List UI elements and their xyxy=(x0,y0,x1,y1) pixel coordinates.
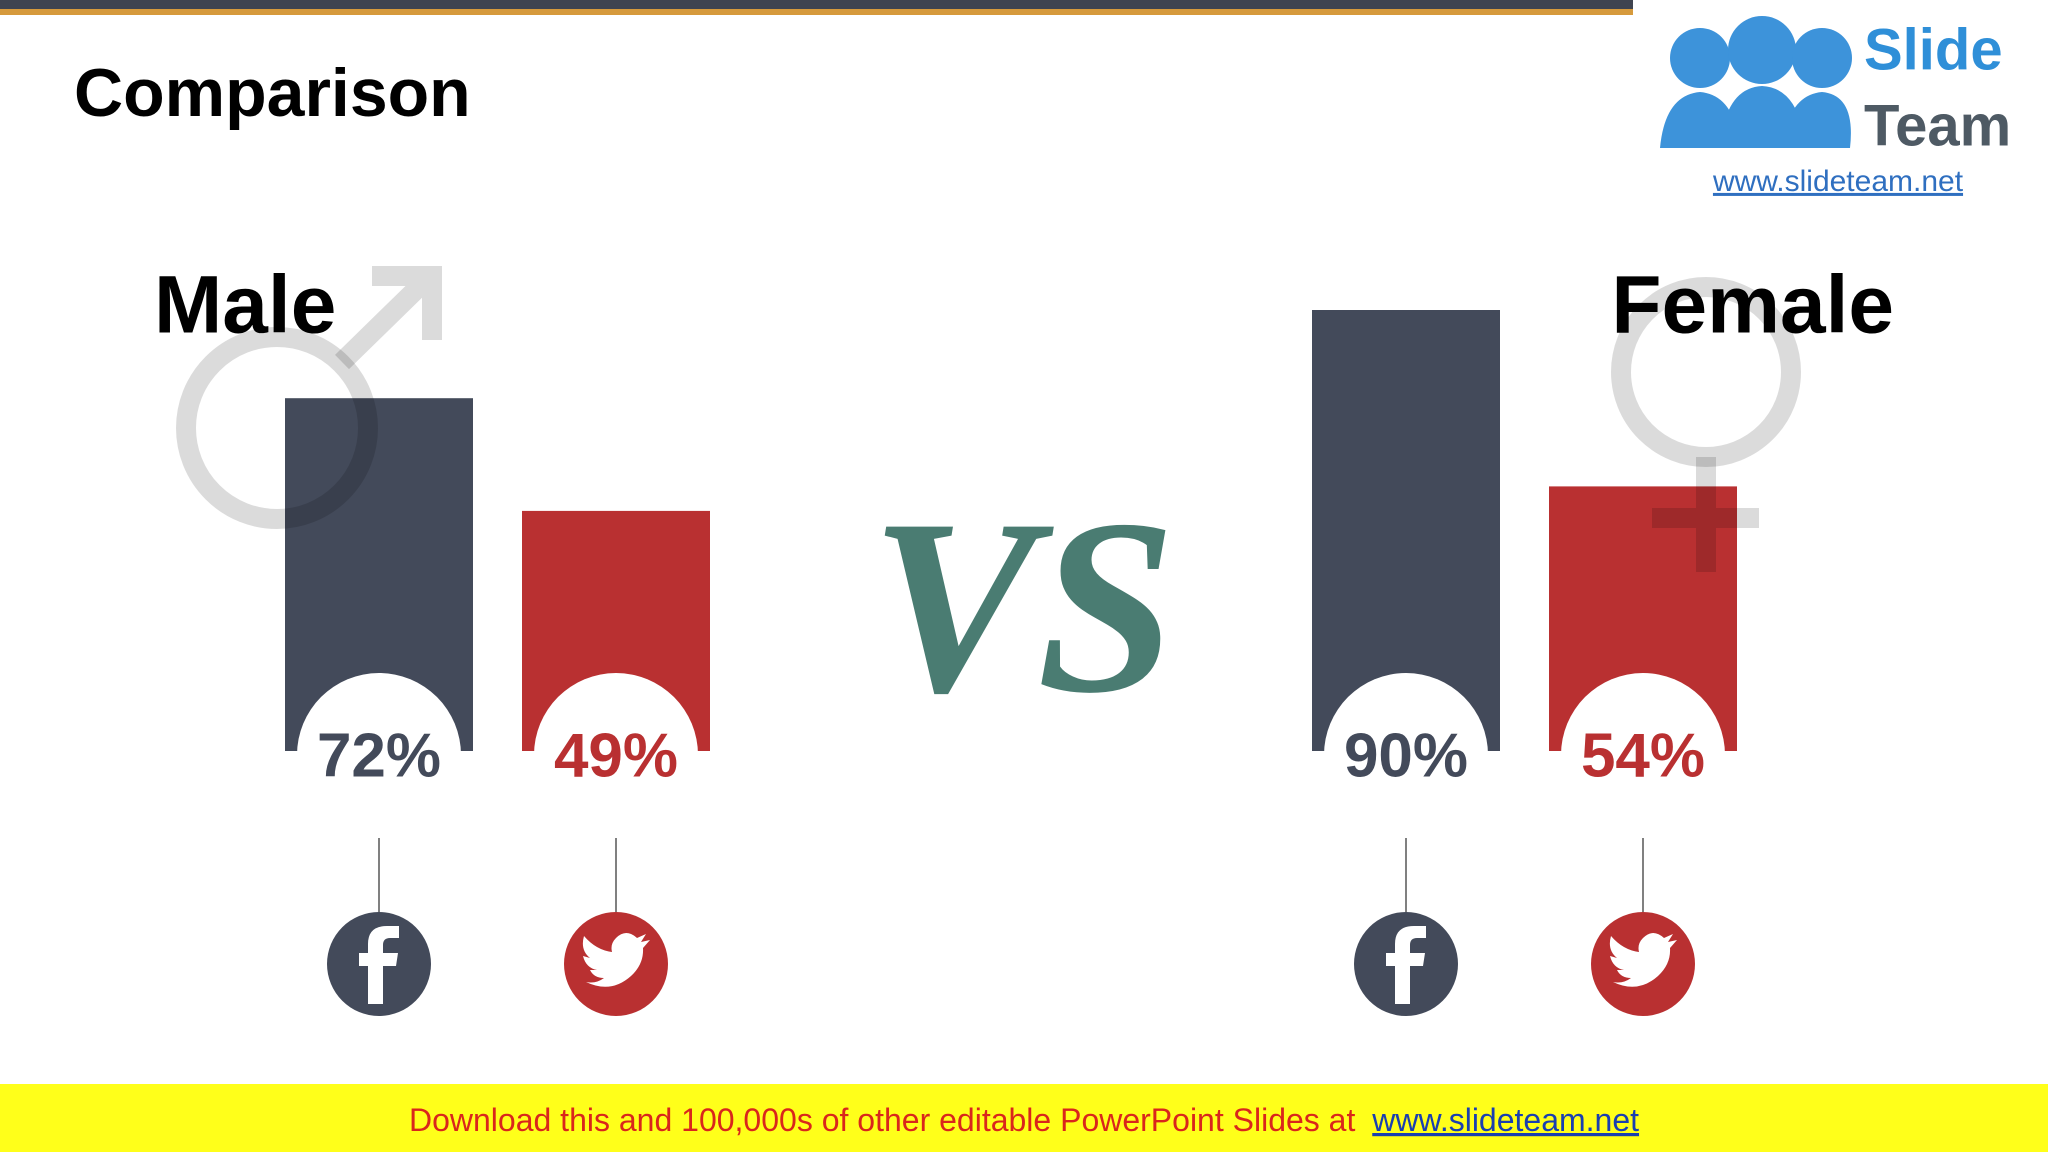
female-symbol-cross xyxy=(1652,457,1759,572)
value-label: 54% xyxy=(1581,721,1705,790)
value-label: 90% xyxy=(1344,721,1468,790)
facebook-f xyxy=(359,926,399,1004)
value-label: 49% xyxy=(554,721,678,790)
vs-label: VS xyxy=(870,468,1176,745)
twitter-bird xyxy=(582,933,650,987)
logo-person xyxy=(1792,28,1852,88)
male-symbol-circle xyxy=(176,327,378,529)
chart-title: Female xyxy=(1611,260,1894,351)
facebook-icon xyxy=(1354,912,1458,1016)
footer-band xyxy=(0,1084,2048,1152)
charts: Male 72% 49% Female 90% 54% xyxy=(154,260,1894,1016)
logo-bodies xyxy=(1660,86,1851,148)
label-disc xyxy=(534,673,698,837)
facebook-icon xyxy=(327,912,431,1016)
label-disc xyxy=(1561,673,1725,837)
twitter-icon xyxy=(564,912,668,1016)
top-accent xyxy=(0,9,1633,15)
female-symbol-circle xyxy=(1611,277,1801,467)
twitter-bird xyxy=(1609,933,1677,987)
top-bar xyxy=(0,0,1633,9)
label-disc xyxy=(297,673,461,837)
footer-text: Download this and 100,000s of other edit… xyxy=(409,1102,1356,1138)
label-disc xyxy=(1324,673,1488,837)
slide-title: Comparison xyxy=(74,55,471,131)
twitter-icon xyxy=(1591,912,1695,1016)
gender-symbols xyxy=(176,266,1801,572)
logo-slide: Slide xyxy=(1864,17,2003,82)
facebook-f xyxy=(1386,926,1426,1004)
footer-link[interactable]: www.slideteam.net xyxy=(1371,1102,1639,1138)
chart-title: Male xyxy=(154,260,336,351)
value-label: 72% xyxy=(317,721,441,790)
footer: Download this and 100,000s of other edit… xyxy=(409,1102,1639,1138)
logo-person xyxy=(1728,16,1796,84)
male-symbol-arrow xyxy=(335,266,442,370)
logo-person xyxy=(1670,28,1730,88)
logo-url[interactable]: www.slideteam.net xyxy=(1712,165,1964,198)
logo[interactable]: Slide Team www.slideteam.net xyxy=(1639,0,2037,198)
logo-team: Team xyxy=(1864,93,2011,158)
